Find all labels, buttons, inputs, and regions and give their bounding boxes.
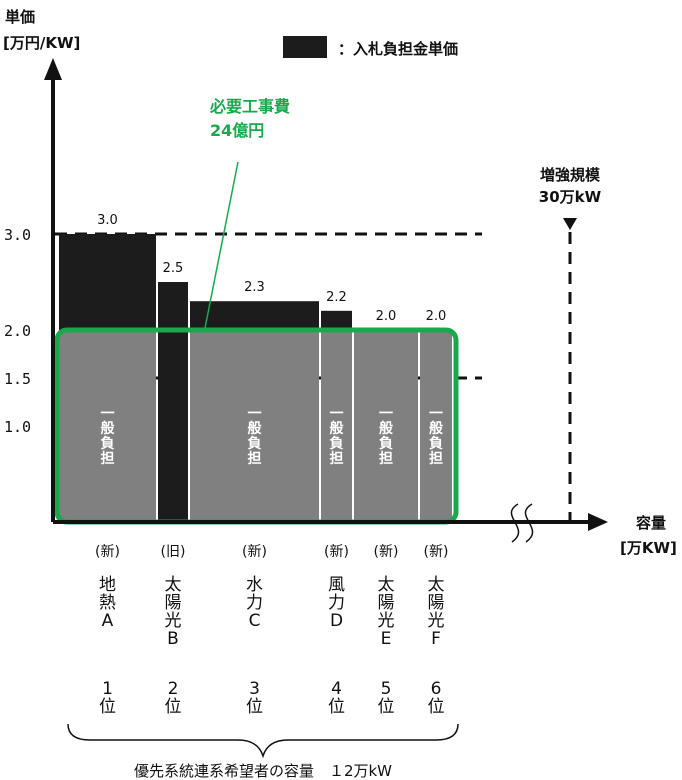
general-share-bar: [190, 330, 319, 522]
price-bar: [158, 282, 188, 522]
y-axis-title: 単価: [5, 8, 35, 26]
y-tick-labels: 3.0 2.0 1.5 1.0: [4, 226, 31, 436]
general-share-bar: [420, 330, 452, 522]
cost-annotation-line2: 24億円: [210, 121, 264, 140]
value-labels: 3.0 2.5 2.3 2.2 2.0 2.0: [97, 213, 446, 324]
general-share-label: 一般負担: [248, 406, 262, 467]
general-share-bars: 一般負担 一般負担 一般負担 一般負担 一般負担: [59, 330, 452, 522]
bar-name-label: 風力 D: [328, 575, 345, 631]
legend-swatch: [283, 36, 327, 58]
bar-name-label: 地熱 A: [99, 575, 116, 631]
y-tick-label: 1.0: [4, 418, 31, 436]
bracket-label: 優先系統連系希望者の容量 １2万kW: [134, 762, 392, 780]
y-tick-label: 1.5: [4, 370, 31, 388]
general-share-bar: [59, 330, 156, 522]
bar-status-label: (旧): [161, 544, 186, 560]
bar-status-label: (新): [374, 544, 399, 560]
value-label: 2.0: [376, 309, 397, 324]
capacity-annotation-line2: 30万kW: [539, 188, 602, 206]
general-share-label: 一般負担: [429, 406, 443, 467]
x-axis-unit: [万KW]: [620, 539, 677, 557]
bar-name-label: 太陽光 B: [165, 575, 182, 649]
category-labels: (新) 地熱 A 1 位 (旧) 太陽光 B 2 位 (新) 水力 C 3 位 (新) 風力 D 4 位 (新) 太陽光 E…: [95, 544, 448, 717]
value-label: 2.5: [163, 261, 184, 276]
axis-break-icon: [510, 503, 534, 543]
value-label: 2.2: [326, 290, 347, 305]
bar-status-label: (新): [95, 544, 120, 560]
bar-status-label: (新): [324, 544, 349, 560]
y-tick-label: 2.0: [4, 322, 31, 340]
y-axis-unit: [万円/KW]: [3, 34, 80, 52]
cost-annotation-pointer: [204, 161, 239, 329]
general-share-label: 一般負担: [379, 406, 393, 467]
bar-status-label: (新): [424, 544, 449, 560]
capacity-annotation-line1: 増強規模: [540, 166, 601, 184]
general-share-bar: [354, 330, 418, 522]
capacity-bracket: [67, 723, 459, 759]
general-share-bar: [321, 330, 352, 522]
y-tick-label: 3.0: [4, 226, 31, 244]
cost-annotation-line1: 必要工事費: [209, 97, 290, 116]
general-share-label: 一般負担: [330, 406, 344, 467]
x-axis-title: 容量: [635, 514, 666, 532]
bar-name-label: 太陽光 E: [378, 575, 395, 649]
value-label: 3.0: [97, 213, 118, 228]
bar-name-label: 水力 C: [246, 575, 263, 631]
legend-label: ：入札負担金単価: [338, 40, 458, 58]
capacity-marker-icon: [563, 218, 577, 230]
general-share-label: 一般負担: [101, 406, 115, 467]
value-label: 2.3: [244, 280, 265, 295]
bar-name-label: 太陽光 F: [428, 575, 445, 649]
y-axis-arrow-icon: [44, 58, 62, 80]
bar-status-label: (新): [242, 544, 267, 560]
x-axis-arrow-icon: [588, 513, 608, 531]
value-label: 2.0: [426, 309, 447, 324]
